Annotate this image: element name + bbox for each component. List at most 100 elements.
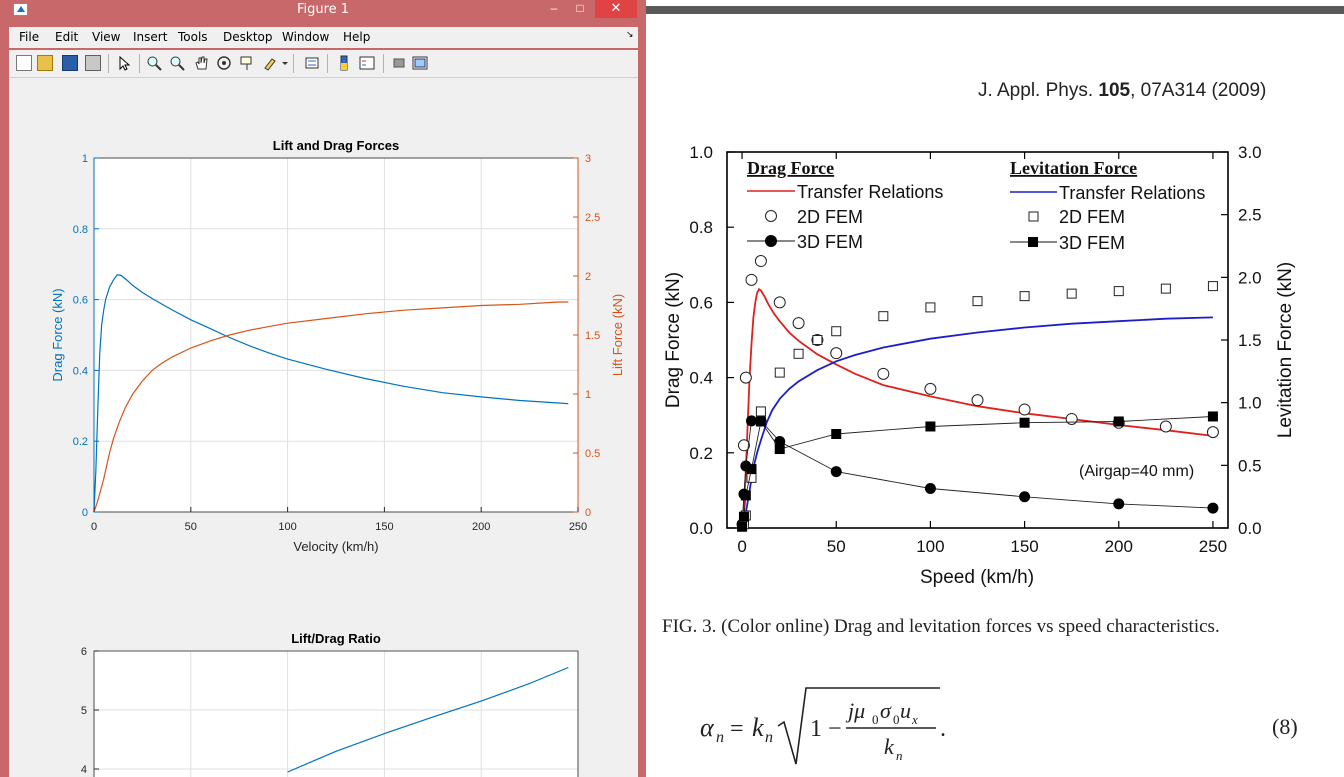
axes1-background[interactable]	[94, 158, 578, 512]
dock-arrow-icon[interactable]: ↘	[626, 30, 634, 40]
paper-y-tick-label-left: 0.2	[689, 444, 713, 463]
lev-2d-fem-marker	[925, 302, 936, 313]
axes2-y-tick-label: 4	[81, 764, 87, 776]
hide-plot-tools-icon[interactable]	[391, 55, 407, 71]
drag-2d-fem-marker	[754, 255, 767, 268]
pan-icon[interactable]	[193, 55, 209, 71]
menu-help[interactable]: Help	[343, 30, 371, 44]
menu-insert[interactable]: Insert	[133, 30, 168, 44]
lev-2d-fem-marker	[755, 406, 766, 417]
drag-2d-fem-marker	[745, 273, 758, 286]
axes1-y-tick-label-left: 0.4	[73, 365, 88, 377]
drag-force-line[interactable]	[93, 274, 569, 513]
brush-dropdown-icon[interactable]	[281, 55, 289, 71]
axes1-x-label: Velocity (km/h)	[293, 539, 378, 554]
lev-2d-fem-marker	[774, 367, 785, 378]
figure-caption: FIG. 3. (Color online) Drag and levitati…	[662, 616, 1220, 637]
paper-y-tick-label-left: 0.6	[689, 293, 713, 312]
drag-2d-fem-marker	[792, 317, 805, 330]
equation-8: α n = k n 1 − jμ 0 σ 0 u x k n . (8)	[700, 686, 1330, 766]
rotate-3d-icon[interactable]	[216, 55, 232, 71]
new-figure-icon[interactable]	[16, 55, 32, 71]
axes1-y-tick-label-right: 2.5	[585, 212, 600, 224]
lev-2d-fem-marker	[812, 335, 823, 345]
lift-force-line[interactable]	[93, 301, 569, 513]
open-file-icon[interactable]	[37, 55, 53, 71]
menu-view[interactable]: View	[92, 30, 121, 44]
lev-2d-fem-marker	[793, 348, 804, 359]
lev-2d-fem-marker	[1019, 291, 1030, 302]
drag-2d-fem-marker	[739, 371, 752, 384]
svg-text:k: k	[752, 713, 764, 742]
journal-citation: J. Appl. Phys. 105, 07A314 (2009)	[978, 80, 1267, 101]
axes1-y-tick-label-right: 0.5	[585, 448, 600, 460]
axes1-title: Lift and Drag Forces	[273, 138, 399, 153]
axes1-x-tick-label: 150	[375, 521, 393, 533]
legend-icon[interactable]	[359, 55, 375, 71]
legend-lev-heading: Levitation Force	[1010, 158, 1137, 178]
lev-2d-fem-marker	[972, 296, 983, 307]
drag-2d-fem-marker	[773, 296, 786, 309]
minimize-button[interactable]: –	[550, 1, 558, 15]
paper-x-tick-label: 250	[1199, 537, 1227, 556]
axes2-background[interactable]	[94, 651, 578, 777]
paper-y-tick-label-right: 2.5	[1238, 206, 1262, 225]
legend-drag-2d-marker	[765, 210, 777, 222]
menu-edit[interactable]: Edit	[55, 30, 79, 44]
brush-icon[interactable]	[262, 55, 278, 71]
lev-2d-fem-marker	[831, 326, 842, 337]
svg-text:x: x	[911, 712, 918, 727]
axes1-x-tick-label: 100	[278, 521, 296, 533]
paper-y-tick-label-right: 1.5	[1238, 331, 1262, 350]
lev-2d-fem-marker	[1113, 286, 1124, 297]
lev-2d-fem-marker	[1066, 288, 1077, 299]
axes2-box	[93, 650, 579, 777]
lev-3d-fem-marker	[740, 490, 751, 501]
axes2-y-tick-label: 5	[81, 705, 87, 717]
show-plot-tools-icon[interactable]	[412, 55, 428, 71]
zoom-out-icon[interactable]	[169, 55, 185, 71]
axes1-y-label-right: Lift Force (kN)	[610, 294, 625, 376]
menu-desktop[interactable]: Desktop	[223, 30, 273, 44]
pointer-icon[interactable]	[116, 55, 132, 71]
axes1-y-label-left: Drag Force (kN)	[50, 288, 65, 381]
lev-3d-fem-marker	[774, 444, 785, 455]
axes1-y-tick-label-left: 0.2	[73, 436, 88, 448]
link-plot-icon[interactable]	[304, 55, 320, 71]
drag-2d-fem-marker	[1018, 403, 1031, 416]
equation-number: (8)	[1272, 714, 1298, 739]
drag-3d-fem-marker	[1113, 498, 1125, 510]
paper-figure: 0 50 100 150 200 250 0.0 0.2 0.4 0.6 0.8 1.0 0.0 0.5 1…	[663, 143, 1296, 588]
svg-text:0: 0	[872, 712, 879, 727]
legend-drag-tr-label: Transfer Relations	[797, 182, 943, 202]
drag-2d-fem-marker	[971, 394, 984, 407]
svg-text:n: n	[765, 729, 773, 746]
menu-tools[interactable]: Tools	[178, 30, 208, 44]
menu-window[interactable]: Window	[282, 30, 330, 44]
lev-2d-fem-marker	[1160, 283, 1171, 294]
save-icon[interactable]	[62, 55, 78, 71]
matlab-figure-icon[interactable]	[13, 3, 28, 16]
lev-3d-fem-marker	[831, 429, 842, 439]
lev-3d-fem-marker	[738, 511, 749, 522]
zoom-in-icon[interactable]	[146, 55, 162, 71]
paper-y-tick-label-left: 0.8	[689, 218, 713, 237]
paper-x-tick-label: 100	[916, 537, 944, 556]
data-cursor-icon[interactable]	[239, 55, 255, 71]
lev-transfer-relations-line[interactable]	[741, 316, 1213, 529]
print-icon[interactable]	[85, 55, 101, 71]
maximize-button[interactable]: □	[576, 1, 584, 15]
drag-3d-fem-marker	[1019, 491, 1031, 503]
window-title-bar[interactable]: Figure 1 – □ ✕	[0, 0, 646, 20]
axes1-y-tick-label-right: 3	[585, 153, 591, 165]
close-button[interactable]: ✕	[595, 0, 637, 18]
menu-file[interactable]: File	[19, 30, 40, 44]
paper-y-axis-label-left: Drag Force (kN)	[663, 272, 684, 408]
colorbar-icon[interactable]	[336, 55, 352, 71]
drag-transfer-relations-line[interactable]	[741, 287, 1214, 529]
lift-drag-ratio-line[interactable]	[287, 666, 569, 773]
paper-y-tick-label-left: 1.0	[689, 143, 713, 162]
legend-lev-2d-label: 2D FEM	[1059, 207, 1125, 227]
axes1-y-tick-label-left: 0.6	[73, 295, 88, 307]
axes2-y-tick-label: 6	[81, 646, 87, 658]
